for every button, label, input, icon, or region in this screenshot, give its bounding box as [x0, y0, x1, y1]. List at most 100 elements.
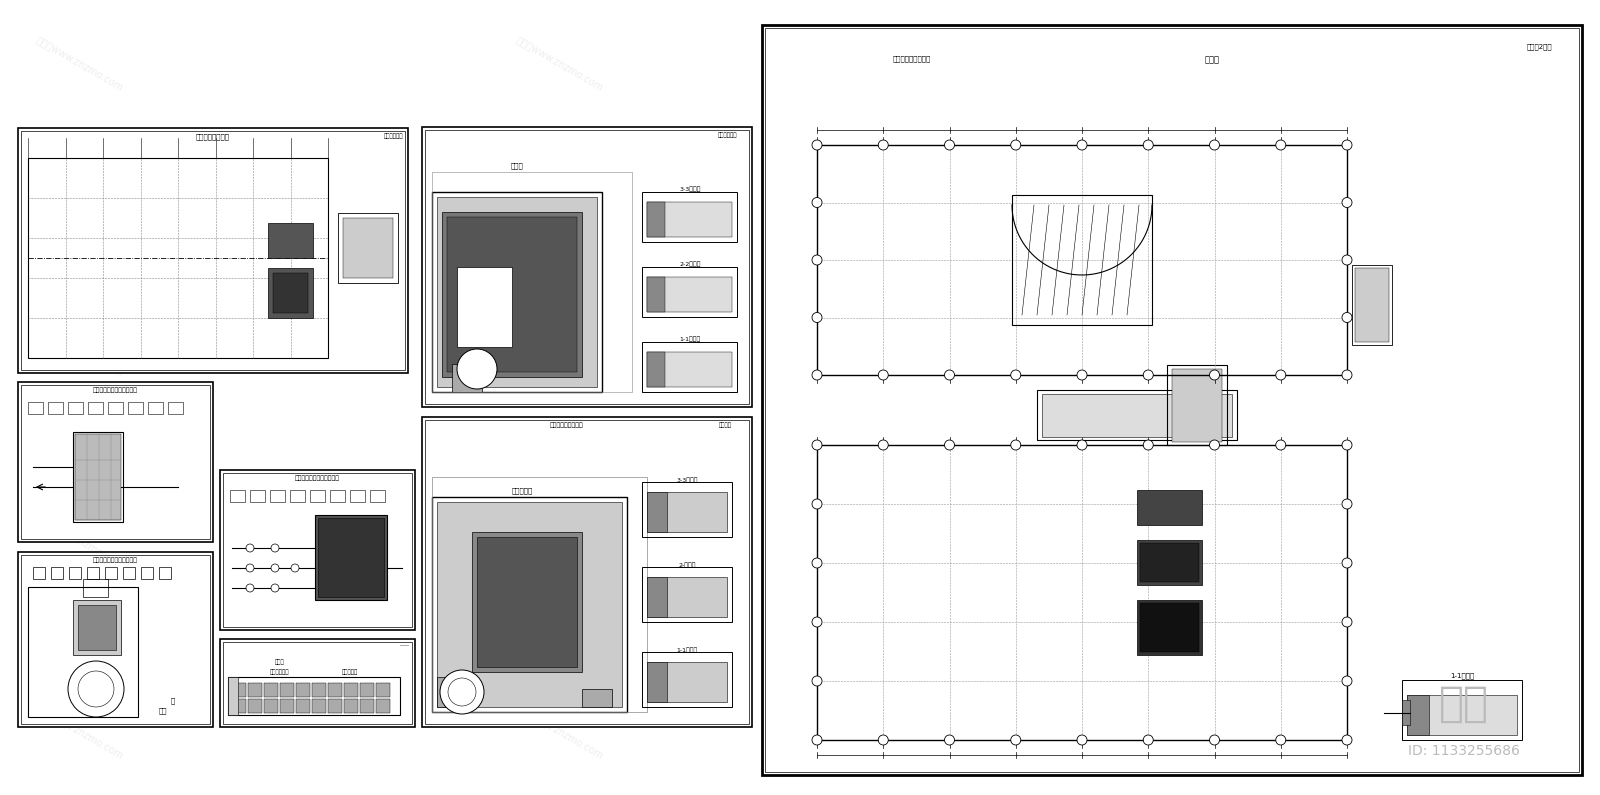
Bar	[296, 699, 310, 713]
Circle shape	[813, 676, 822, 686]
Bar	[1171, 369, 1222, 442]
Bar	[312, 699, 326, 713]
Bar	[818, 145, 1347, 375]
Circle shape	[1342, 312, 1352, 323]
Bar	[18, 382, 213, 542]
Circle shape	[944, 735, 955, 745]
Bar	[762, 25, 1582, 775]
Bar	[29, 402, 43, 414]
Bar	[222, 473, 413, 627]
Bar	[338, 213, 398, 283]
Text: 知末网www.znzmo.com: 知末网www.znzmo.com	[35, 34, 125, 93]
Circle shape	[458, 349, 498, 389]
Text: 滤池平面图: 滤池平面图	[342, 669, 358, 675]
Bar	[376, 699, 390, 713]
Bar	[765, 28, 1579, 772]
Text: 知末网www.znzmo.com: 知末网www.znzmo.com	[995, 511, 1085, 570]
Bar	[232, 699, 246, 713]
Circle shape	[1144, 370, 1154, 380]
Text: 管道平面图: 管道平面图	[512, 487, 533, 494]
Text: 生物除臭系统平面图: 生物除臭系统平面图	[893, 55, 931, 61]
Circle shape	[813, 558, 822, 568]
Text: 知末网www.znzmo.com: 知末网www.znzmo.com	[515, 511, 605, 570]
Text: 1-1剖面图: 1-1剖面图	[1450, 672, 1474, 679]
Bar	[437, 197, 597, 387]
Bar	[264, 683, 278, 697]
Bar	[222, 642, 413, 724]
Bar	[328, 699, 342, 713]
Bar	[432, 192, 602, 392]
Text: 知末网www.znzmo.com: 知末网www.znzmo.com	[995, 130, 1085, 188]
Bar	[472, 532, 582, 672]
Bar	[1138, 600, 1202, 655]
Text: 知末网www.znzmo.com: 知末网www.znzmo.com	[515, 416, 605, 475]
Circle shape	[813, 255, 822, 265]
Circle shape	[1210, 140, 1219, 150]
Bar	[280, 699, 294, 713]
Bar	[432, 477, 646, 712]
Text: 污水处理厂生物除臭系统图: 污水处理厂生物除臭系统图	[294, 475, 339, 481]
Bar	[1166, 365, 1227, 445]
Text: 全池曝气生物: 全池曝气生物	[270, 669, 290, 675]
Circle shape	[440, 670, 483, 714]
Circle shape	[813, 617, 822, 627]
Text: 3-3剖面图: 3-3剖面图	[680, 186, 701, 192]
Text: 知末网www.znzmo.com: 知末网www.znzmo.com	[35, 511, 125, 570]
Circle shape	[270, 564, 278, 572]
Bar	[67, 402, 83, 414]
Bar	[21, 131, 405, 370]
Circle shape	[878, 735, 888, 745]
Bar	[642, 652, 733, 707]
Text: 总图第2一面: 总图第2一面	[1526, 43, 1552, 49]
Text: 知末网www.znzmo.com: 知末网www.znzmo.com	[995, 607, 1085, 665]
Text: -----: -----	[400, 643, 410, 648]
Circle shape	[1342, 140, 1352, 150]
Bar	[229, 677, 238, 715]
Bar	[646, 492, 726, 532]
Circle shape	[1275, 735, 1286, 745]
Bar	[109, 402, 123, 414]
Bar	[646, 492, 667, 532]
Bar	[1402, 680, 1522, 740]
Text: 平面图: 平面图	[275, 659, 285, 665]
Bar	[360, 699, 374, 713]
Text: 曝气沉砂池平: 曝气沉砂池平	[384, 133, 403, 138]
Circle shape	[944, 140, 955, 150]
Bar	[432, 497, 627, 712]
Text: 知末网www.znzmo.com: 知末网www.znzmo.com	[995, 416, 1085, 475]
Bar	[269, 223, 314, 258]
Text: 知末网www.znzmo.com: 知末网www.znzmo.com	[515, 607, 605, 665]
Bar	[18, 128, 408, 373]
Circle shape	[291, 564, 299, 572]
Circle shape	[270, 544, 278, 552]
Bar	[646, 662, 726, 702]
Bar	[370, 490, 386, 502]
Text: 曝气沉砂池平面图: 曝气沉砂池平面图	[195, 133, 230, 140]
Text: 知末网www.znzmo.com: 知末网www.znzmo.com	[35, 130, 125, 188]
Text: 知末网www.znzmo.com: 知末网www.znzmo.com	[35, 225, 125, 284]
Circle shape	[878, 440, 888, 450]
Text: 2-剖面图: 2-剖面图	[678, 562, 696, 568]
Bar	[296, 683, 310, 697]
Bar	[328, 683, 342, 697]
Text: 知末: 知末	[1438, 683, 1490, 724]
Bar	[315, 515, 387, 600]
Bar	[344, 683, 358, 697]
Bar	[437, 502, 622, 707]
Bar	[350, 490, 365, 502]
Bar	[422, 417, 752, 727]
Circle shape	[1011, 140, 1021, 150]
Circle shape	[1342, 617, 1352, 627]
Bar	[646, 662, 667, 702]
Bar	[51, 567, 62, 579]
Circle shape	[1011, 735, 1021, 745]
Bar	[1139, 603, 1198, 652]
Circle shape	[813, 312, 822, 323]
Bar	[422, 127, 752, 407]
Circle shape	[1011, 440, 1021, 450]
Circle shape	[67, 661, 125, 717]
Bar	[642, 482, 733, 537]
Text: 知末网www.znzmo.com: 知末网www.znzmo.com	[35, 607, 125, 665]
Bar	[330, 490, 346, 502]
Bar	[86, 567, 99, 579]
